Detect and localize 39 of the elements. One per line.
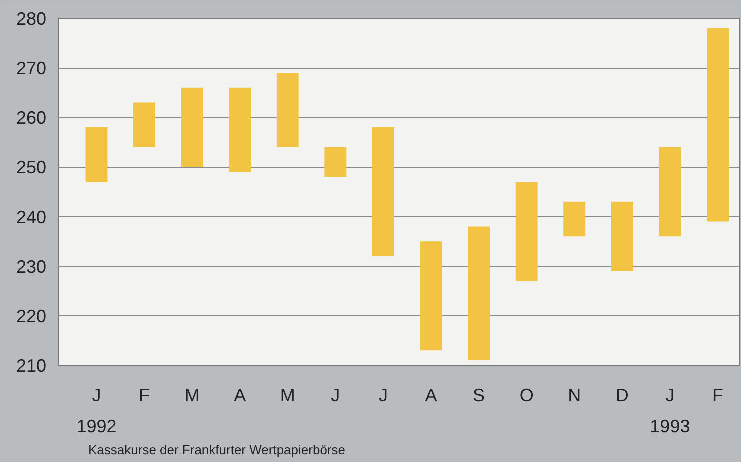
x-tick-label: F: [712, 386, 724, 406]
bar: [707, 28, 729, 222]
bar: [181, 88, 204, 168]
x-tick-label: J: [378, 386, 388, 406]
x-tick-label: O: [520, 386, 534, 406]
x-tick-label: A: [425, 386, 438, 406]
text: Kassakurse der Frankfurter Wertpapierbörse: [88, 442, 346, 458]
y-tick-label: 220: [16, 306, 47, 326]
bar: [324, 147, 347, 178]
y-tick-label: 240: [16, 207, 47, 228]
y-tick-label: 210: [16, 356, 47, 376]
x-tick-label: M: [184, 386, 200, 406]
y-tick-label: 270: [16, 58, 47, 79]
y-tick-label: 280: [16, 9, 47, 29]
x-tick-label: A: [234, 386, 246, 406]
x-tick-label: J: [92, 386, 102, 406]
text: 1993: [650, 416, 690, 436]
bar: [86, 128, 108, 182]
bar: [659, 147, 682, 237]
bar: [611, 202, 634, 272]
bar: [564, 202, 586, 237]
x-tick-label: S: [473, 386, 486, 406]
y-tick-label: 230: [16, 256, 47, 277]
x-tick-label: F: [139, 386, 150, 406]
bar: [420, 242, 442, 351]
y-tick-label: 260: [16, 108, 47, 128]
x-tick-label: M: [280, 386, 296, 406]
x-tick-label: J: [331, 386, 340, 406]
bar: [134, 102, 156, 148]
x-tick-label: J: [666, 386, 675, 406]
bar: [229, 88, 252, 172]
text: 1992: [76, 416, 117, 436]
bar: [468, 226, 490, 361]
bar: [516, 182, 538, 282]
bar: [276, 73, 299, 148]
bar: [372, 128, 394, 256]
y-tick-label: 250: [16, 158, 47, 178]
x-tick-label: N: [568, 386, 582, 406]
x-tick-label: D: [616, 386, 629, 406]
